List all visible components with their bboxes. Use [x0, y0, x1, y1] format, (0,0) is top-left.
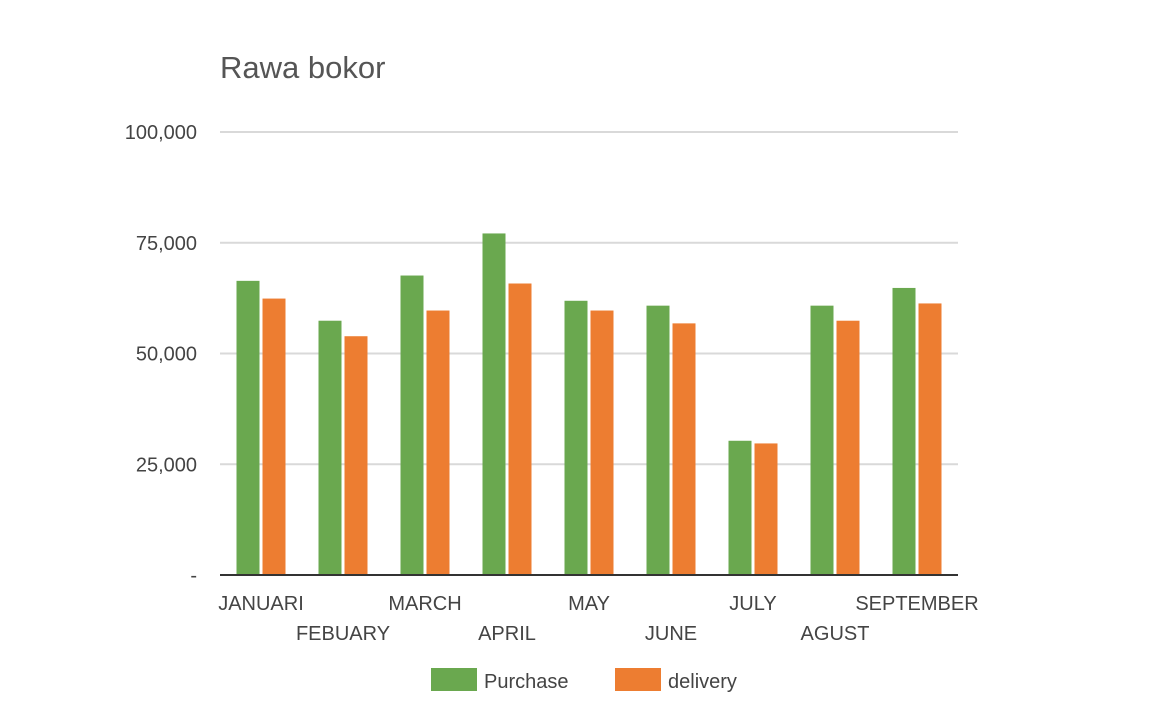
bar-delivery-september [918, 303, 942, 575]
bar-delivery-july [754, 443, 778, 575]
bar-delivery-may [590, 310, 614, 575]
bar-delivery-agust [836, 320, 860, 575]
y-tick-label: 50,000 [136, 344, 197, 366]
legend-label-purchase: Purchase [484, 671, 569, 693]
bar-purchase-april [482, 233, 506, 575]
x-tick-label: MAY [568, 593, 610, 615]
x-tick-label: FEBUARY [296, 623, 390, 645]
bar-purchase-agust [810, 305, 834, 575]
gridlines [220, 131, 958, 466]
x-tick-label: APRIL [478, 623, 536, 645]
legend: Purchase delivery [431, 668, 737, 693]
x-tick-label: MARCH [388, 593, 461, 615]
x-tick-label: AGUST [801, 623, 870, 645]
legend-swatch-purchase [431, 668, 477, 691]
bar-delivery-febuary [344, 336, 368, 575]
bar-purchase-januari [236, 280, 260, 575]
x-tick-label: JUNE [645, 623, 697, 645]
bar-delivery-june [672, 323, 696, 575]
bar-delivery-march [426, 310, 450, 575]
y-tick-label: 100,000 [125, 122, 197, 144]
bar-purchase-september [892, 287, 916, 575]
chart-title: Rawa bokor [220, 50, 385, 85]
bar-purchase-june [646, 305, 670, 575]
bars [236, 233, 942, 575]
bar-delivery-januari [262, 298, 286, 575]
bar-purchase-may [564, 300, 588, 575]
x-tick-label: SEPTEMBER [855, 593, 978, 615]
legend-swatch-delivery [615, 668, 661, 691]
x-tick-label: JANUARI [218, 593, 304, 615]
y-axis-tick-labels: - 25,000 50,000 75,000 100,000 [125, 122, 197, 587]
bar-purchase-march [400, 275, 424, 575]
x-tick-label: JULY [729, 593, 776, 615]
y-tick-label: 25,000 [136, 454, 197, 476]
y-tick-label: - [190, 565, 197, 587]
y-tick-label: 75,000 [136, 233, 197, 255]
bar-purchase-febuary [318, 320, 342, 575]
bar-delivery-april [508, 283, 532, 575]
bar-purchase-july [728, 440, 752, 575]
legend-label-delivery: delivery [668, 671, 737, 693]
x-axis-tick-labels: JANUARI FEBUARY MARCH APRIL MAY JUNE JULY AGUST… [218, 593, 978, 645]
